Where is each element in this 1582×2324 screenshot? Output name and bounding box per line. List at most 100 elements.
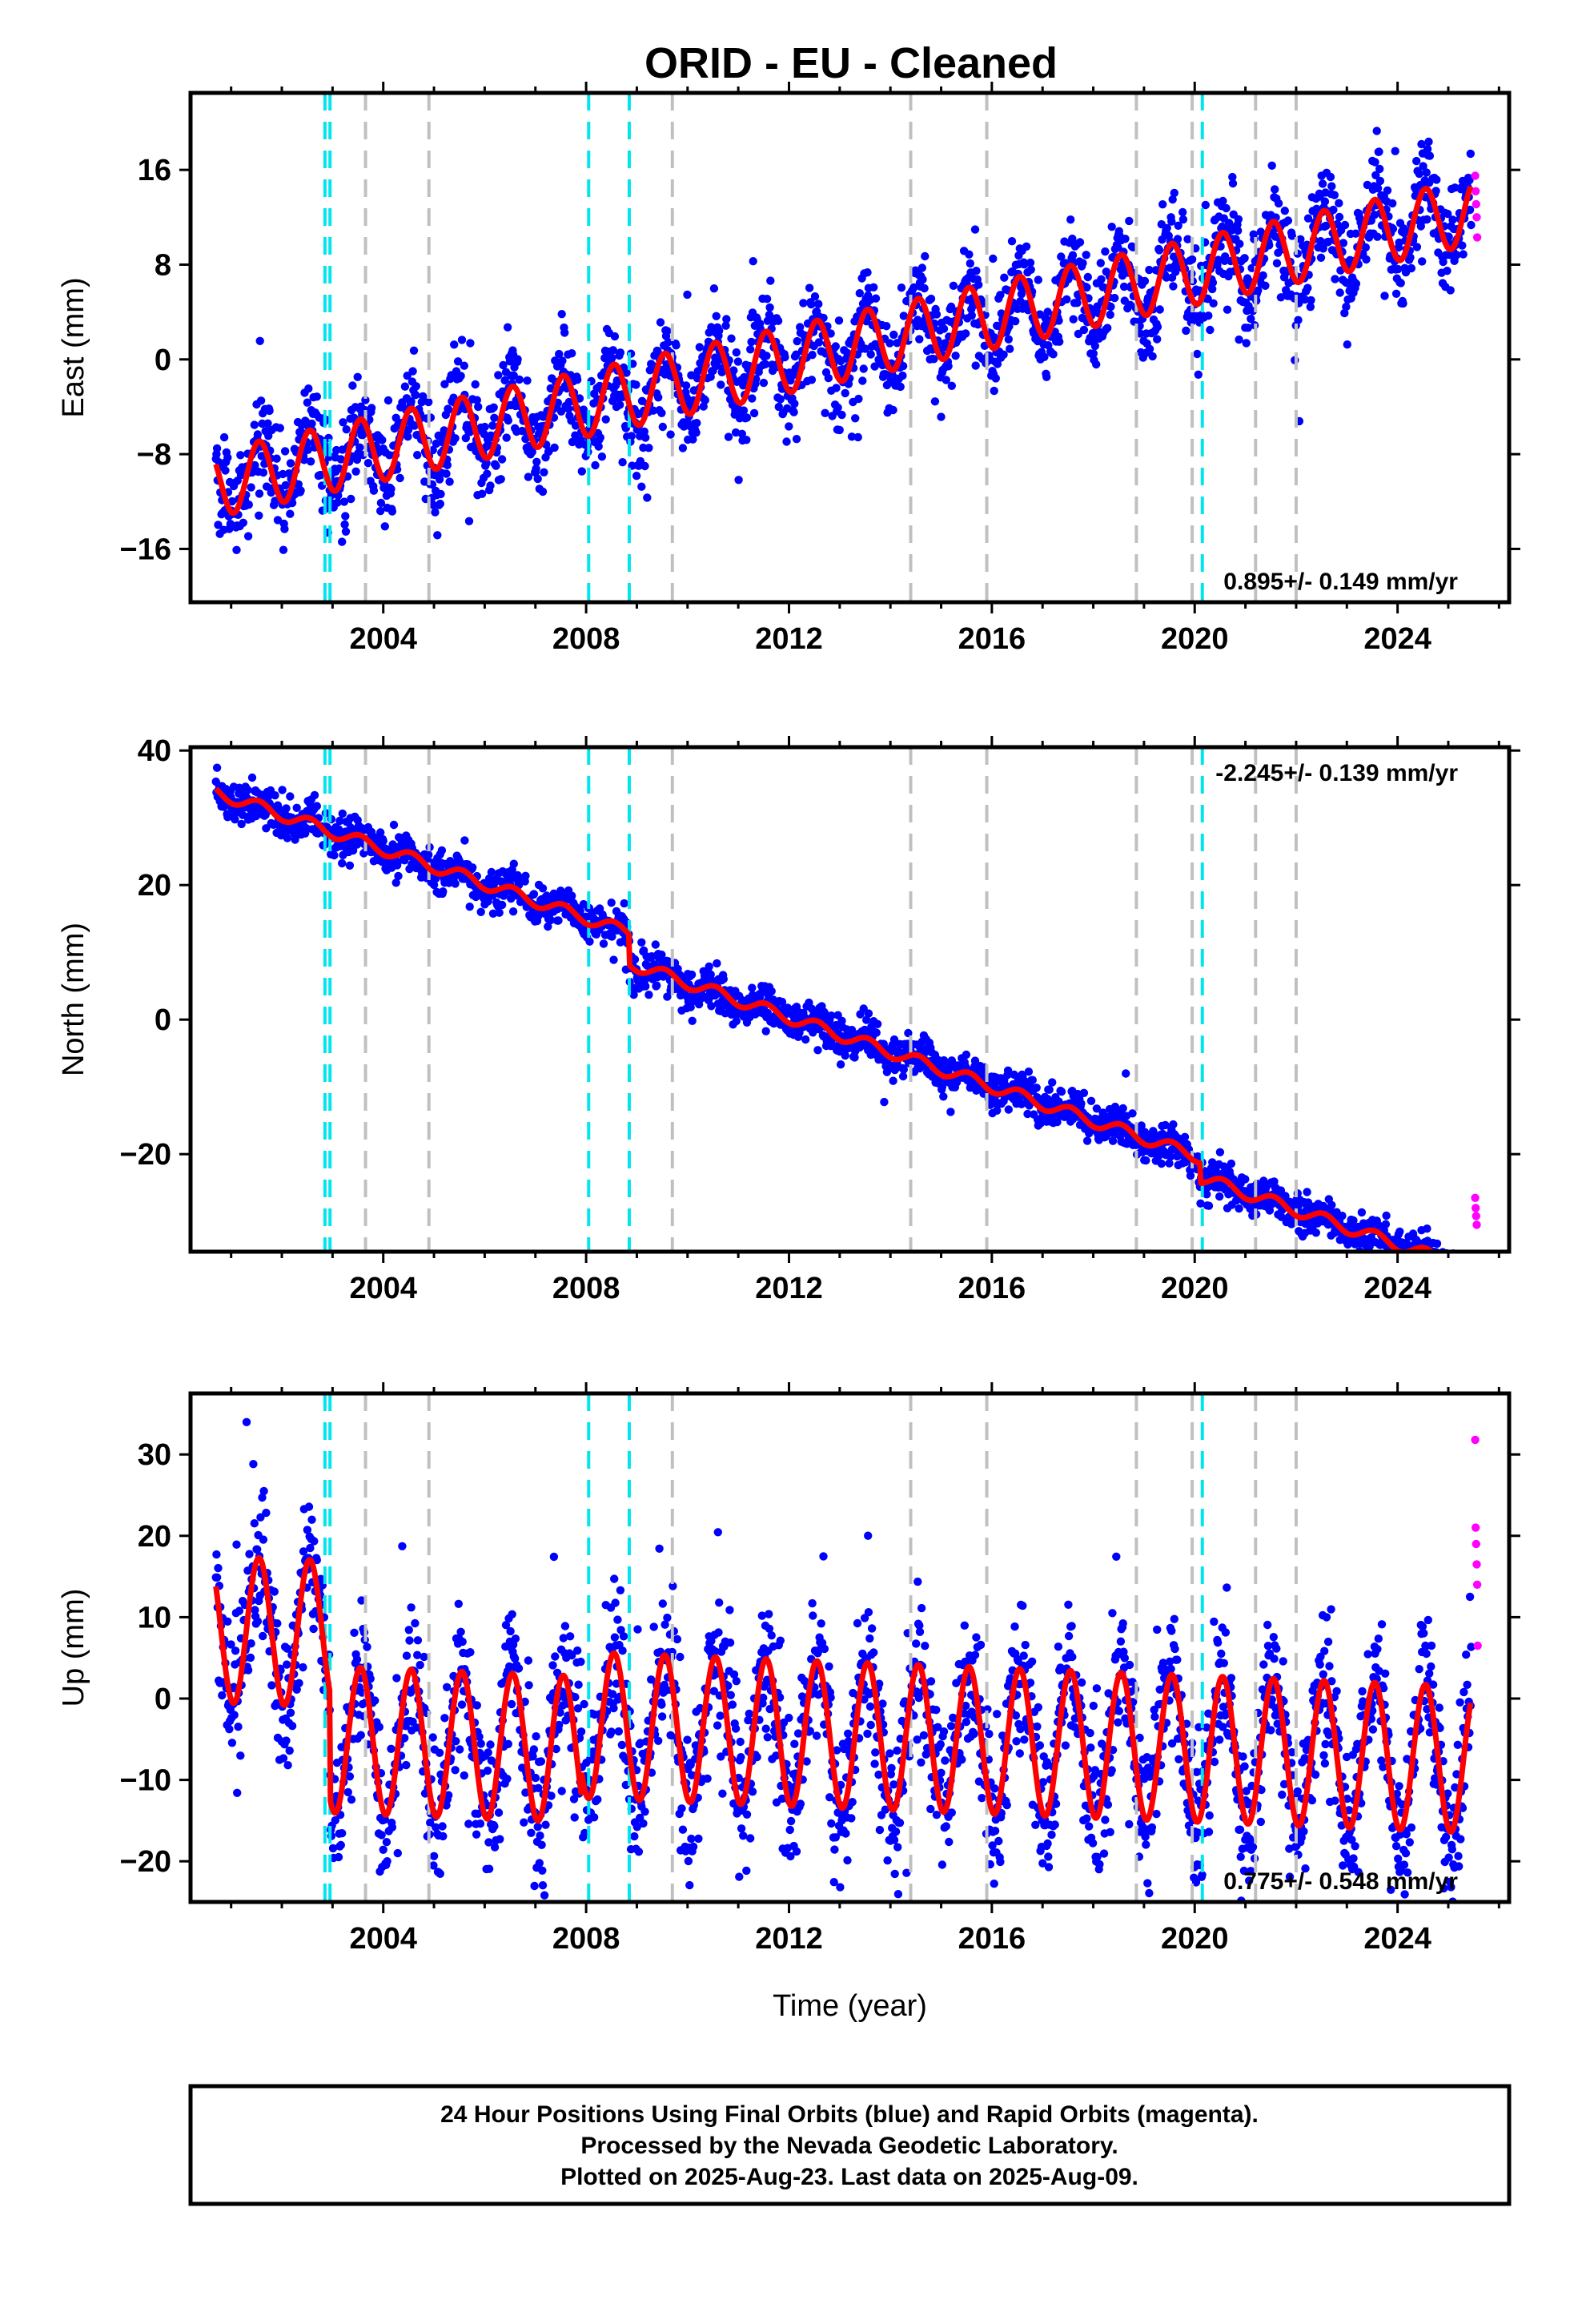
east-y-tick-label: 16 <box>138 154 171 187</box>
east-data-point <box>699 402 708 411</box>
east-data-point <box>863 268 872 277</box>
east-data-point <box>279 545 288 554</box>
east-data-point <box>1170 188 1179 198</box>
up-data-point <box>407 1603 416 1612</box>
north-data-point <box>1466 1260 1474 1268</box>
east-data-point <box>832 384 841 392</box>
up-data-point <box>371 1696 379 1705</box>
east-data-point <box>1388 199 1397 208</box>
north-data-point <box>663 992 672 1001</box>
east-data-point <box>279 469 287 479</box>
east-data-point <box>1049 350 1058 359</box>
up-data-point <box>242 1417 251 1427</box>
east-data-point <box>1240 254 1249 263</box>
east-data-point <box>1153 323 1162 332</box>
north-data-point <box>705 962 713 971</box>
east-data-point <box>761 360 770 368</box>
east-data-point <box>577 467 586 476</box>
east-data-point <box>841 388 849 398</box>
north-data-point <box>1459 1265 1467 1273</box>
north-data-point <box>641 982 650 991</box>
east-data-point <box>1375 164 1384 174</box>
north-plot-area <box>211 747 1481 1273</box>
north-x-tick-label: 2024 <box>1363 1272 1431 1305</box>
east-data-point <box>1097 275 1106 283</box>
east-y-tick-label: 8 <box>155 248 171 282</box>
north-data-point <box>1439 1261 1447 1269</box>
east-rapid-point <box>1472 187 1480 195</box>
east-data-point <box>921 251 930 261</box>
north-x-tick-label: 2004 <box>349 1272 417 1305</box>
east-data-point <box>917 263 927 272</box>
east-data-point <box>1125 216 1134 226</box>
east-data-point <box>1283 216 1293 225</box>
north-data-point <box>282 804 291 813</box>
north-data-point <box>554 916 563 925</box>
north-frame <box>188 745 1512 1254</box>
east-data-point <box>1092 360 1101 369</box>
east-data-point <box>747 337 756 347</box>
up-data-point <box>250 1519 259 1528</box>
north-x-tick-label: 2016 <box>958 1272 1026 1305</box>
east-data-point <box>431 508 440 517</box>
east-data-point <box>1078 259 1087 267</box>
east-data-point <box>1339 239 1348 247</box>
east-data-point <box>695 343 704 352</box>
north-data-point <box>1440 1257 1448 1265</box>
north-data-point <box>1460 1261 1468 1269</box>
east-data-point <box>243 532 253 541</box>
east-data-point <box>951 352 960 360</box>
east-final-orbit-points <box>211 127 1476 554</box>
east-data-point <box>212 444 222 453</box>
up-data-point <box>212 1573 222 1582</box>
east-data-point <box>255 489 264 498</box>
north-data-point <box>1431 1255 1439 1263</box>
east-data-point <box>920 283 929 293</box>
east-data-point <box>1329 205 1338 215</box>
north-data-point <box>546 915 555 925</box>
east-data-point <box>443 460 452 469</box>
east-data-point <box>1335 288 1344 297</box>
north-data-point <box>769 1019 778 1028</box>
north-data-point <box>1215 1192 1224 1201</box>
up-data-point <box>436 1869 444 1878</box>
north-data-point <box>1452 1253 1460 1261</box>
north-data-point <box>1338 1212 1347 1220</box>
east-data-point <box>355 443 364 452</box>
north-data-point <box>330 850 339 860</box>
east-data-point <box>618 458 627 467</box>
east-data-point <box>1342 302 1351 312</box>
east-data-point <box>1362 255 1371 264</box>
east-data-point <box>939 324 949 333</box>
north-data-point <box>1215 1148 1225 1157</box>
north-data-point <box>1048 1078 1057 1087</box>
up-data-point <box>253 1617 263 1626</box>
east-data-point <box>1193 349 1202 359</box>
east-data-point <box>1326 172 1335 182</box>
east-data-point <box>837 410 846 420</box>
east-data-point <box>1373 232 1382 241</box>
east-data-point <box>339 497 349 506</box>
east-data-point <box>367 404 376 412</box>
east-data-point <box>336 455 345 464</box>
north-data-point <box>460 836 469 845</box>
north-rapid-point <box>1472 1204 1480 1212</box>
up-data-point <box>363 1642 371 1651</box>
east-data-point <box>387 507 397 516</box>
east-data-point <box>540 468 548 476</box>
east-data-point <box>1110 293 1119 303</box>
north-data-point <box>1425 1262 1433 1270</box>
east-data-point <box>946 302 956 312</box>
east-data-point <box>899 312 909 320</box>
east-data-point <box>255 336 264 345</box>
north-data-point <box>1077 1099 1086 1108</box>
east-data-point <box>250 420 259 429</box>
east-data-point <box>826 329 835 338</box>
east-data-point <box>734 476 743 485</box>
east-data-point <box>255 511 263 520</box>
north-data-point <box>212 763 222 772</box>
north-data-point <box>827 1011 836 1020</box>
north-data-point <box>761 1027 770 1035</box>
east-data-point <box>889 330 898 340</box>
east-data-point <box>781 352 789 362</box>
